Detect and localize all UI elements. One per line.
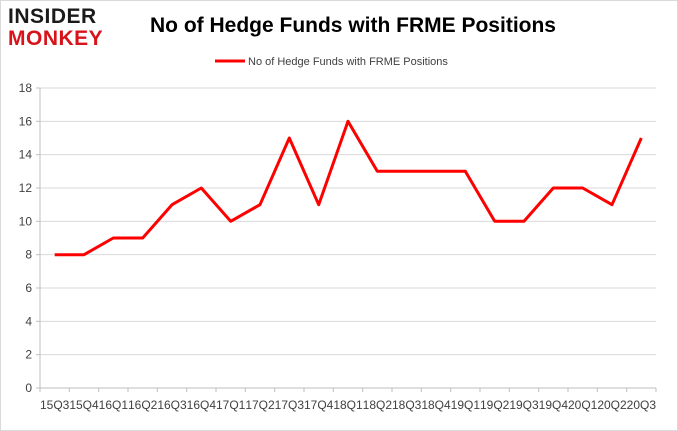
x-tick-label: 16Q4 [187, 398, 217, 412]
y-tick-label: 10 [19, 214, 33, 228]
x-tick-label: 15Q3 [40, 398, 70, 412]
x-tick-label: 18Q2 [363, 398, 393, 412]
y-tick-label: 6 [25, 281, 32, 295]
data-point [611, 203, 614, 206]
x-axis-ticks: 15Q3 15Q4 16Q1 16Q2 16Q3 16Q4 17Q1 17Q2 17Q3 17Q4… [39, 388, 657, 412]
y-tick-label: 18 [19, 81, 33, 95]
x-tick-label: 17Q3 [275, 398, 305, 412]
x-tick-label: 16Q1 [99, 398, 129, 412]
data-point [376, 170, 379, 173]
data-point [53, 253, 56, 256]
legend: No of Hedge Funds with FRME Positions [215, 56, 448, 68]
x-tick-label: 19Q1 [451, 398, 481, 412]
legend-label: No of Hedge Funds with FRME Positions [248, 56, 448, 68]
data-point [171, 203, 174, 206]
x-tick-label: 16Q3 [157, 398, 187, 412]
x-tick-label: 20Q3 [627, 398, 657, 412]
x-tick-label: 20Q1 [568, 398, 598, 412]
logo-line-2: MONKEY [8, 27, 104, 50]
data-point [112, 237, 115, 240]
data-point [141, 237, 144, 240]
x-tick-label: 17Q4 [304, 398, 334, 412]
insider-monkey-logo: INSIDER MONKEY [8, 6, 128, 56]
y-tick-label: 0 [25, 381, 32, 395]
data-point [640, 137, 643, 140]
data-point [259, 203, 262, 206]
data-point [200, 187, 203, 190]
data-point [552, 187, 555, 190]
y-tick-label: 16 [19, 114, 33, 128]
chart-title: No of Hedge Funds with FRME Positions [150, 14, 556, 37]
data-point [405, 170, 408, 173]
grid-lines [40, 87, 656, 356]
x-tick-label: 19Q2 [480, 398, 510, 412]
x-tick-label: 18Q3 [392, 398, 422, 412]
logo-line-1: INSIDER [8, 5, 97, 28]
y-tick-label: 2 [25, 348, 32, 362]
data-point [229, 220, 232, 223]
data-point [288, 137, 291, 140]
data-point [435, 170, 438, 173]
y-tick-label: 8 [25, 248, 32, 262]
data-point [83, 253, 86, 256]
y-tick-label: 14 [19, 148, 33, 162]
x-tick-label: 17Q2 [245, 398, 275, 412]
y-axis-ticks: 0 2 4 6 8 10 12 14 16 18 [19, 81, 40, 395]
data-point [523, 220, 526, 223]
series-line [54, 119, 643, 257]
x-tick-label: 18Q4 [421, 398, 451, 412]
x-tick-label: 20Q2 [597, 398, 627, 412]
data-point [347, 120, 350, 123]
x-tick-label: 15Q4 [69, 398, 99, 412]
data-point [317, 203, 320, 206]
x-tick-label: 19Q4 [539, 398, 569, 412]
y-tick-label: 12 [19, 181, 33, 195]
data-point [464, 170, 467, 173]
x-tick-label: 18Q1 [333, 398, 363, 412]
x-tick-label: 17Q1 [216, 398, 246, 412]
x-tick-label: 19Q3 [509, 398, 539, 412]
data-point [493, 220, 496, 223]
data-point [581, 187, 584, 190]
y-tick-label: 4 [25, 314, 32, 328]
x-tick-label: 16Q2 [128, 398, 158, 412]
